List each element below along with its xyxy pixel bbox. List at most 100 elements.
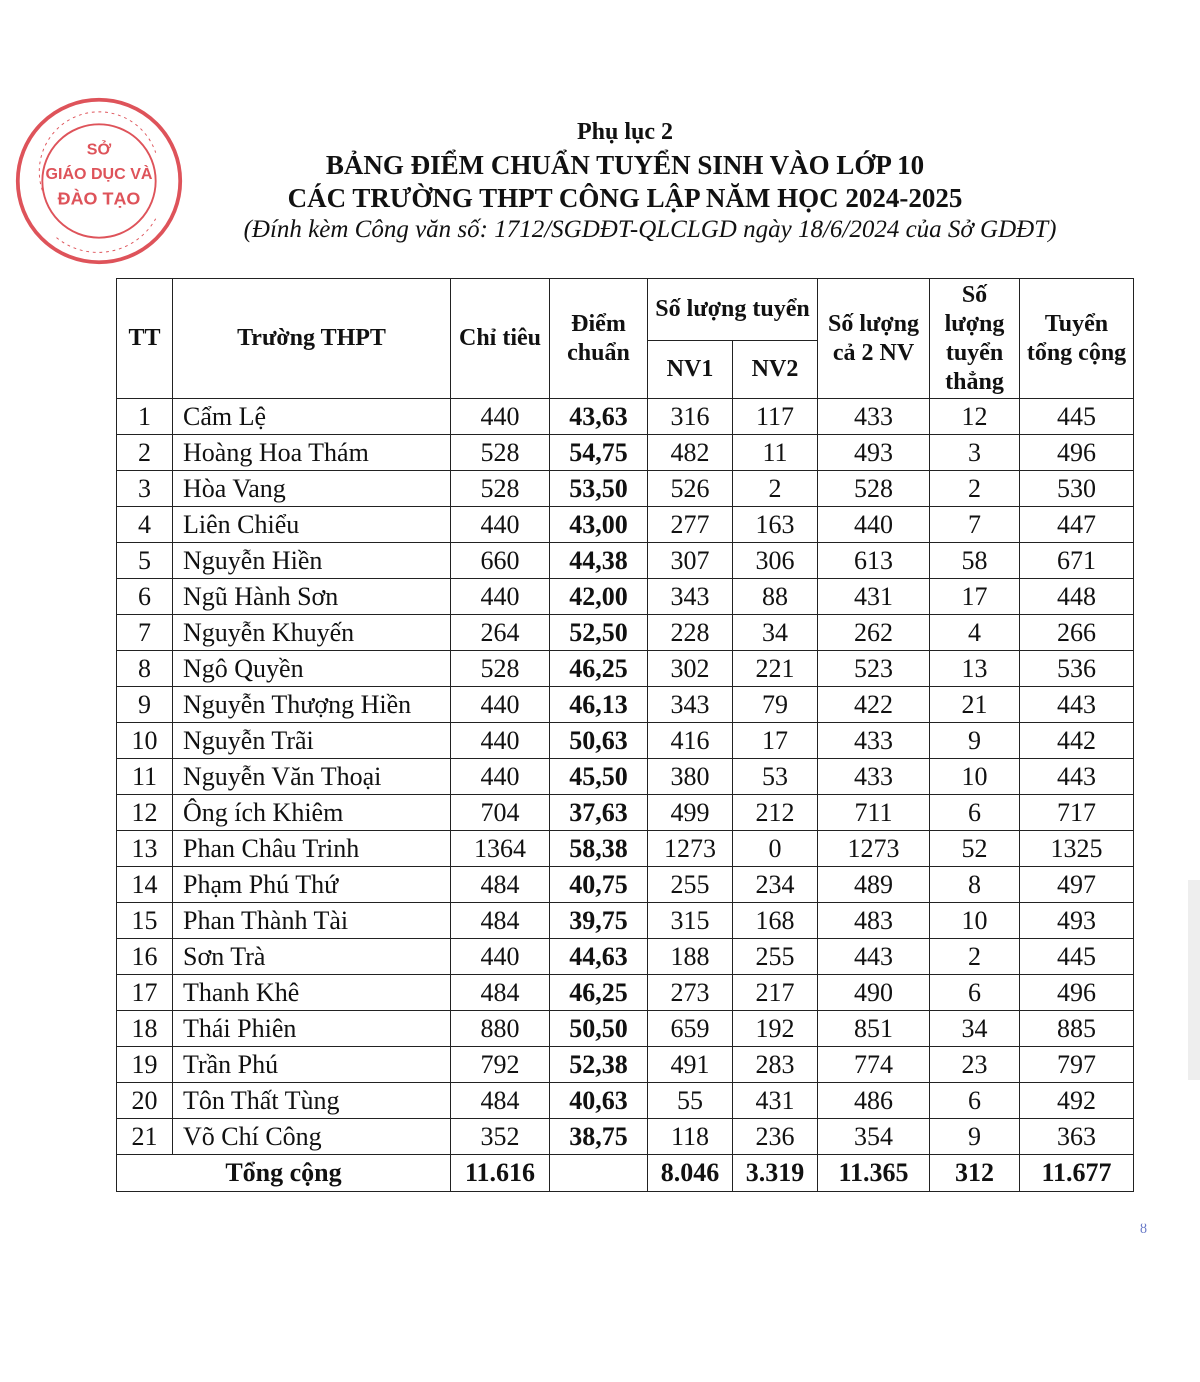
cell-quota: 484 xyxy=(450,902,550,939)
cell-nv1: 277 xyxy=(647,506,733,543)
cell-both: 262 xyxy=(817,614,930,651)
cell-quota: 484 xyxy=(450,1082,550,1119)
cell-school: Thái Phiên xyxy=(172,1010,451,1047)
cell-both: 1273 xyxy=(817,830,930,867)
cell-cutoff: 43,63 xyxy=(549,398,648,435)
table-row: 15 Phan Thành Tài 484 39,75 315 168 483 10 493 xyxy=(116,902,1134,939)
cell-total: 885 xyxy=(1019,1010,1134,1047)
cell-school: Trần Phú xyxy=(172,1046,451,1083)
cell-tt: 4 xyxy=(116,506,173,543)
header-direct: Số lượng tuyển thẳng xyxy=(929,278,1020,399)
cell-direct: 2 xyxy=(929,938,1020,975)
cell-nv2: 217 xyxy=(732,974,818,1011)
cell-cutoff: 40,63 xyxy=(549,1082,648,1119)
table-row: 3 Hòa Vang 528 53,50 526 2 528 2 530 xyxy=(116,470,1134,507)
cell-tt: 18 xyxy=(116,1010,173,1047)
cell-school: Phan Thành Tài xyxy=(172,902,451,939)
cell-tt: 19 xyxy=(116,1046,173,1083)
title-line-2: CÁC TRƯỜNG THPT CÔNG LẬP NĂM HỌC 2024-20… xyxy=(287,183,963,213)
cell-tt: 10 xyxy=(116,722,173,759)
cell-school: Nguyễn Thượng Hiền xyxy=(172,686,451,723)
cell-tt: 9 xyxy=(116,686,173,723)
cell-total: 448 xyxy=(1019,578,1134,615)
cell-total: 266 xyxy=(1019,614,1134,651)
cell-total: 443 xyxy=(1019,686,1134,723)
total-direct: 312 xyxy=(929,1154,1020,1192)
cell-school: Nguyễn Trãi xyxy=(172,722,451,759)
cell-total: 492 xyxy=(1019,1082,1134,1119)
cell-quota: 440 xyxy=(450,398,550,435)
cell-cutoff: 46,13 xyxy=(549,686,648,723)
cell-total: 442 xyxy=(1019,722,1134,759)
cell-both: 711 xyxy=(817,794,930,831)
cell-school: Ông ích Khiêm xyxy=(172,794,451,831)
cell-quota: 352 xyxy=(450,1118,550,1155)
cell-cutoff: 44,38 xyxy=(549,542,648,579)
cell-nv2: 163 xyxy=(732,506,818,543)
cell-total: 797 xyxy=(1019,1046,1134,1083)
cell-quota: 440 xyxy=(450,506,550,543)
cell-nv1: 315 xyxy=(647,902,733,939)
cell-nv2: 17 xyxy=(732,722,818,759)
cell-direct: 6 xyxy=(929,1082,1020,1119)
cell-total: 443 xyxy=(1019,758,1134,795)
cell-cutoff: 44,63 xyxy=(549,938,648,975)
cell-both: 431 xyxy=(817,578,930,615)
table-row: 21 Võ Chí Công 352 38,75 118 236 354 9 363 xyxy=(116,1118,1134,1155)
cell-tt: 5 xyxy=(116,542,173,579)
cell-direct: 34 xyxy=(929,1010,1020,1047)
table-row: 5 Nguyễn Hiền 660 44,38 307 306 613 58 671 xyxy=(116,542,1134,579)
cell-quota: 528 xyxy=(450,434,550,471)
cell-cutoff: 46,25 xyxy=(549,974,648,1011)
cell-quota: 528 xyxy=(450,650,550,687)
scrollbar[interactable] xyxy=(1188,880,1200,1080)
cell-direct: 8 xyxy=(929,866,1020,903)
cell-nv2: 168 xyxy=(732,902,818,939)
cell-nv1: 1273 xyxy=(647,830,733,867)
cell-nv2: 431 xyxy=(732,1082,818,1119)
cell-nv2: 34 xyxy=(732,614,818,651)
cell-school: Nguyễn Khuyến xyxy=(172,614,451,651)
cell-school: Phan Châu Trinh xyxy=(172,830,451,867)
cell-both: 523 xyxy=(817,650,930,687)
table-row: 19 Trần Phú 792 52,38 491 283 774 23 797 xyxy=(116,1046,1134,1083)
cell-both: 422 xyxy=(817,686,930,723)
cell-both: 486 xyxy=(817,1082,930,1119)
cell-school: Tôn Thất Tùng xyxy=(172,1082,451,1119)
total-nv2: 3.319 xyxy=(732,1154,818,1192)
cell-school: Hòa Vang xyxy=(172,470,451,507)
total-label: Tổng cộng xyxy=(116,1154,451,1192)
cell-tt: 11 xyxy=(116,758,173,795)
cell-both: 851 xyxy=(817,1010,930,1047)
cell-nv2: 192 xyxy=(732,1010,818,1047)
total-total: 11.677 xyxy=(1019,1154,1134,1192)
title-line-1: BẢNG ĐIỂM CHUẨN TUYỂN SINH VÀO LỚP 10 xyxy=(325,150,925,180)
table-row: 8 Ngô Quyền 528 46,25 302 221 523 13 536 xyxy=(116,650,1134,687)
table-row: 2 Hoàng Hoa Thám 528 54,75 482 11 493 3 496 xyxy=(116,434,1134,471)
cell-nv2: 0 xyxy=(732,830,818,867)
cell-nv2: 221 xyxy=(732,650,818,687)
cell-quota: 704 xyxy=(450,794,550,831)
cell-nv1: 302 xyxy=(647,650,733,687)
cell-cutoff: 53,50 xyxy=(549,470,648,507)
cell-both: 613 xyxy=(817,542,930,579)
cell-tt: 15 xyxy=(116,902,173,939)
cell-tt: 21 xyxy=(116,1118,173,1155)
total-nv1: 8.046 xyxy=(647,1154,733,1192)
cell-school: Sơn Trà xyxy=(172,938,451,975)
cell-nv2: 255 xyxy=(732,938,818,975)
cell-tt: 7 xyxy=(116,614,173,651)
cell-quota: 484 xyxy=(450,974,550,1011)
cell-tt: 3 xyxy=(116,470,173,507)
cell-total: 671 xyxy=(1019,542,1134,579)
cell-nv1: 307 xyxy=(647,542,733,579)
cell-quota: 440 xyxy=(450,686,550,723)
header-tt: TT xyxy=(116,278,173,399)
cell-nv1: 491 xyxy=(647,1046,733,1083)
cell-tt: 6 xyxy=(116,578,173,615)
cell-both: 490 xyxy=(817,974,930,1011)
cell-direct: 2 xyxy=(929,470,1020,507)
admission-table: TT Trường THPT Chỉ tiêu Điểm chuẩn Số lư… xyxy=(116,278,1134,1192)
cell-quota: 440 xyxy=(450,722,550,759)
cell-cutoff: 45,50 xyxy=(549,758,648,795)
